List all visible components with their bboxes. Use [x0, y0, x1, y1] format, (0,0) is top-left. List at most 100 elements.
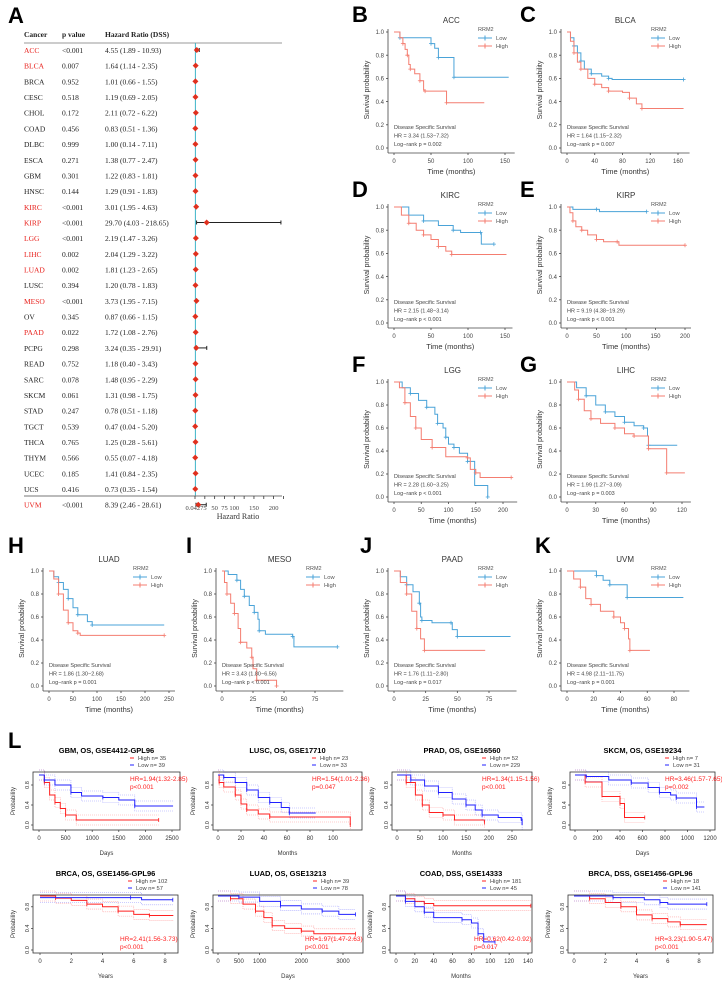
- survival-curve-low: [394, 31, 509, 78]
- legend-title: RRM2: [651, 202, 667, 208]
- confidence-band-lower: [218, 900, 356, 920]
- y-tick-label: 0.8: [376, 592, 385, 598]
- row-p-value: 0.185: [62, 469, 79, 478]
- censor-mark: [632, 434, 637, 439]
- x-tick-label: 20: [238, 836, 245, 842]
- row-hazard-ratio: 1.48 (0.95 - 2.29): [105, 375, 158, 384]
- y-axis-title: Survival probability: [19, 599, 26, 658]
- censor-mark: [578, 585, 583, 590]
- y-tick-label: 0.0: [549, 495, 558, 501]
- x-tick-label: 100: [328, 836, 339, 842]
- censor-mark: [611, 615, 616, 619]
- survival-curve-low: [567, 31, 684, 81]
- censor-mark: [588, 416, 593, 421]
- y-tick-label: 0.0: [376, 146, 385, 152]
- x-tick-label: 2000: [139, 836, 153, 842]
- x-tick-label: 160: [673, 159, 684, 165]
- y-axis-title: Probability: [191, 910, 197, 938]
- censor-mark: [421, 232, 426, 237]
- km-annotation: Disease Specific Survival: [567, 663, 629, 669]
- y-axis-title: Survival probability: [364, 60, 371, 119]
- row-hazard-ratio: 3.73 (1.95 - 7.15): [105, 297, 158, 306]
- y-tick-label: 0.8: [376, 403, 385, 409]
- row-cancer: LUSC: [24, 281, 43, 290]
- confidence-band-lower: [574, 900, 707, 910]
- x-tick-label: 120: [677, 508, 688, 514]
- legend-title: RRM2: [651, 377, 667, 383]
- censor-mark: [646, 446, 651, 451]
- x-tick-label: 40: [261, 836, 268, 842]
- legend-label-low: Low: [324, 575, 335, 581]
- x-tick-label: 4: [635, 959, 639, 965]
- legend-label-high: High: [496, 394, 508, 400]
- x-tick-label: 40: [430, 959, 437, 965]
- km-annotation: Disease Specific Survival: [394, 474, 456, 480]
- y-tick-label: 0.2: [376, 661, 385, 667]
- km-annotation: Log−rank p < 0.001: [567, 317, 615, 323]
- censor-mark: [400, 41, 405, 46]
- censor-mark: [435, 421, 440, 426]
- survival-curve-low: [39, 774, 174, 807]
- censor-mark: [589, 602, 594, 607]
- row-cancer: CESC: [24, 93, 43, 102]
- censor-mark: [615, 239, 620, 244]
- hr-point: [193, 297, 200, 304]
- panel-title: KIRP: [617, 191, 636, 200]
- survival-curve-low: [394, 570, 511, 638]
- hr-annotation: p<0.001: [130, 784, 154, 791]
- hr-point: [192, 282, 199, 289]
- y-tick-label: 1.0: [549, 205, 558, 211]
- panel-title: MESO: [268, 555, 292, 564]
- confidence-band-upper: [39, 769, 159, 816]
- x-tick-label: 150: [500, 334, 511, 340]
- row-cancer: LUAD: [24, 266, 45, 275]
- row-p-value: 0.172: [62, 109, 79, 118]
- y-tick-label: 0.0: [560, 946, 566, 954]
- row-cancer: MESO: [24, 297, 45, 306]
- x-tick-label: 0: [38, 959, 42, 965]
- row-cancer: OV: [24, 313, 35, 322]
- x-tick-label: 80: [671, 697, 678, 703]
- censor-mark: [436, 244, 441, 249]
- censor-mark: [584, 393, 589, 398]
- survival-curve-high: [397, 774, 485, 823]
- panel-title: LIHC: [617, 366, 635, 375]
- y-tick-label: 0.8: [549, 403, 558, 409]
- y-tick-label: 1.0: [376, 30, 385, 36]
- row-p-value: 0.144: [62, 187, 79, 196]
- panel-label: B: [352, 2, 368, 27]
- censor-mark: [485, 495, 490, 499]
- survival-curve-low: [567, 206, 647, 213]
- row-p-value: 0.394: [62, 281, 79, 290]
- y-tick-label: 0.4: [549, 100, 558, 106]
- y-tick-label: 0.4: [204, 638, 213, 644]
- legend-label: High n= 39: [321, 879, 349, 885]
- censor-mark: [75, 612, 80, 617]
- km-panel-h: H LUAD 0.0 0.2 0.4 0.6 0.8 1.0 0 50 100 150 200 250 Ti…: [8, 533, 175, 714]
- row-p-value: 0.765: [62, 438, 79, 447]
- km-annotation: Log−rank p = 0.003: [567, 491, 615, 497]
- y-tick-label: 0.8: [560, 903, 566, 911]
- legend-label-low: Low: [669, 575, 680, 581]
- header-cancer: Cancer: [24, 30, 48, 39]
- x-tick-label: 2500: [165, 836, 179, 842]
- x-tick-label: 50: [593, 334, 600, 340]
- censor-mark: [451, 228, 456, 233]
- censor-mark: [644, 209, 649, 214]
- censor-mark: [451, 445, 456, 450]
- hr-point: [192, 78, 199, 85]
- panel-title: BRCA, OS, GSE1456-GPL96: [56, 869, 156, 878]
- censor-mark: [639, 106, 644, 111]
- y-tick-label: 0.8: [549, 228, 558, 234]
- censor-mark: [423, 89, 428, 94]
- x-tick-label: 25: [250, 697, 257, 703]
- km-annotation: Log−rank p = 0.001: [49, 680, 97, 686]
- x-tick-label: 50: [454, 697, 461, 703]
- x-tick-label: 50: [428, 159, 435, 165]
- row-hazard-ratio: 0.55 (0.07 - 4.18): [105, 454, 158, 463]
- censor-mark: [571, 50, 576, 55]
- y-axis-title: Survival probability: [192, 599, 199, 658]
- x-tick-label: 90: [650, 508, 657, 514]
